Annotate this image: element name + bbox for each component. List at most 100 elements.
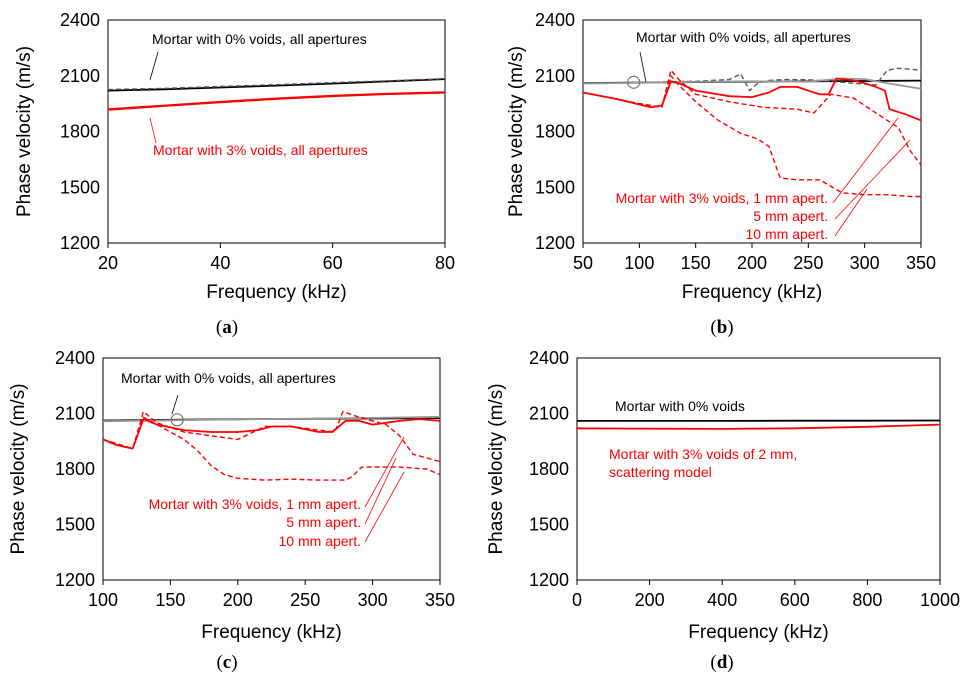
y-tick-label: 1500	[535, 177, 575, 197]
chart-panel-a: 1200 1500 1800 2100 2400 20 40 60 80 Frequency (k…	[14, 10, 455, 338]
panel-letter: c	[223, 652, 231, 673]
x-tick-label: 200	[223, 590, 253, 610]
marker-circle	[627, 75, 641, 89]
x-tick-label: 250	[793, 253, 823, 273]
plot-frame	[576, 357, 941, 581]
x-tick-label: 300	[850, 253, 880, 273]
x-tick-label: 300	[358, 590, 388, 610]
y-tick-label: 2100	[529, 404, 569, 424]
annotation-leader	[639, 51, 647, 83]
y-axis-label: Phase velocity (m/s)	[506, 46, 527, 217]
x-tick-label: 800	[852, 590, 882, 610]
annotation-leader	[834, 139, 911, 220]
series-line	[582, 69, 922, 166]
y-axis-label: Phase velocity (m/s)	[14, 46, 35, 217]
y-tick-label: 2400	[60, 10, 100, 30]
x-tick-label: 60	[323, 253, 343, 273]
x-tick-label: 250	[290, 590, 320, 610]
y-tick-label: 1800	[55, 459, 95, 479]
annotation-leader	[149, 51, 159, 81]
x-tick-label: 50	[573, 253, 593, 273]
y-tick-label: 1500	[60, 177, 100, 197]
x-tick-label: 100	[88, 590, 118, 610]
annotation-leader	[171, 394, 179, 415]
x-tick-label: 150	[155, 590, 185, 610]
x-tick-label: 200	[737, 253, 767, 273]
y-tick-label: 1200	[60, 233, 100, 253]
annotation-label: Mortar with 0% voids, all apertures	[152, 31, 367, 47]
y-tick-label: 2100	[535, 66, 575, 86]
x-tick-label: 150	[681, 253, 711, 273]
y-tick-label: 1200	[535, 233, 575, 253]
series-line	[582, 77, 922, 90]
x-tick-label: 350	[906, 253, 936, 273]
chart-panel-c: 1200 1500 1800 2100 2400 100 150 200 250 300 350 Fr…	[8, 348, 455, 673]
panel-letter: d	[717, 652, 728, 673]
series-line	[576, 423, 941, 430]
x-tick-label: 80	[435, 253, 455, 273]
annotation-leader	[364, 471, 405, 543]
y-tick-label: 1500	[55, 515, 95, 535]
y-tick-label: 1800	[535, 122, 575, 142]
annotation-label: Mortar with 0% voids, all apertures	[636, 29, 851, 45]
annotation-leader	[149, 117, 157, 144]
x-tick-label: 100	[624, 253, 654, 273]
y-tick-label: 2100	[60, 66, 100, 86]
annotation-label: Mortar with 3% voids, 1 mm apert.	[149, 496, 361, 512]
x-tick-label: 200	[635, 590, 665, 610]
y-axis-label: Phase velocity (m/s)	[486, 383, 507, 554]
annotation-label: 5 mm apert.	[753, 208, 828, 224]
y-tick-label: 1800	[60, 122, 100, 142]
annotation-leader	[364, 436, 405, 508]
y-tick-label: 2400	[529, 348, 569, 368]
x-tick-label: 0	[572, 590, 582, 610]
plot-frame	[107, 19, 446, 244]
x-tick-label: 1000	[920, 590, 960, 610]
annotation-label: 10 mm apert.	[746, 226, 828, 242]
y-tick-label: 2400	[55, 348, 95, 368]
y-tick-label: 1200	[529, 570, 569, 590]
panel-caption: (c)	[216, 652, 237, 673]
x-tick-label: 20	[98, 253, 118, 273]
annotation-label: 5 mm apert.	[286, 514, 361, 530]
y-tick-label: 1500	[529, 515, 569, 535]
panel-caption: (b)	[710, 317, 733, 338]
plot-frame	[102, 357, 441, 581]
y-tick-label: 2100	[55, 404, 95, 424]
series-line	[582, 67, 922, 92]
x-axis-label: Frequency (kHz)	[682, 282, 822, 303]
chart-panel-d: 1200 1500 1800 2100 2400 0 200 400 600 800 1000 Fre…	[486, 348, 960, 673]
series-line	[102, 410, 441, 463]
panel-caption: (a)	[216, 317, 238, 338]
annotation-leader	[832, 117, 899, 204]
annotation-label: 10 mm apert.	[279, 533, 361, 549]
chart-panel-b: 1200 1500 1800 2100 2400 50 100 150 200 250 300 350…	[506, 10, 936, 338]
panel-letter: b	[717, 317, 728, 338]
annotation-leader	[364, 457, 397, 525]
x-axis-label: Frequency (kHz)	[201, 622, 341, 643]
annotation-label: Mortar with 0% voids	[615, 398, 745, 414]
series-line	[582, 77, 922, 122]
annotation-label: Mortar with 3% voids of 2 mm,	[609, 446, 797, 462]
panel-caption: (d)	[710, 652, 733, 673]
series-line	[107, 91, 446, 111]
annotation-label: Mortar with 3% voids, 1 mm apert.	[616, 190, 828, 206]
x-tick-label: 40	[210, 253, 230, 273]
annotation-label: scattering model	[609, 464, 712, 480]
x-tick-label: 600	[780, 590, 810, 610]
annotation-label: Mortar with 0% voids, all apertures	[121, 370, 336, 386]
y-tick-label: 2400	[535, 10, 575, 30]
series-line	[582, 75, 921, 198]
annotation-leader	[834, 188, 868, 237]
series-line	[107, 78, 446, 91]
y-axis-label: Phase velocity (m/s)	[8, 383, 29, 554]
x-axis-label: Frequency (kHz)	[206, 282, 346, 303]
series-line	[102, 415, 441, 423]
plot-frame	[582, 19, 922, 244]
y-tick-label: 1800	[529, 459, 569, 479]
panel-letter: a	[222, 317, 232, 338]
x-axis-label: Frequency (kHz)	[688, 622, 828, 643]
x-tick-label: 400	[707, 590, 737, 610]
x-tick-label: 350	[425, 590, 455, 610]
